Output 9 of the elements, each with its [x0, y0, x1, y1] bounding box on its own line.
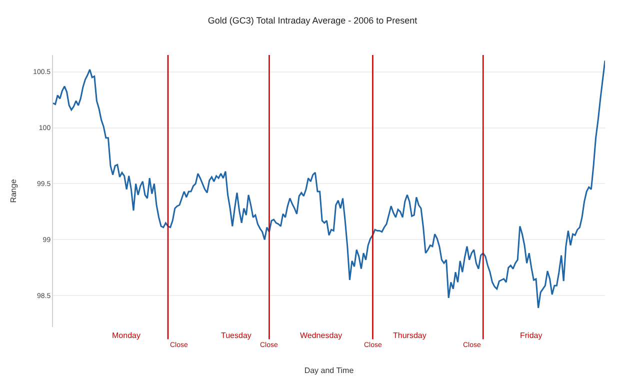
text: Monday — [112, 331, 140, 340]
text: Tuesday — [221, 331, 252, 340]
text: Thursday — [393, 331, 426, 340]
chart-title: Gold (GC3) Total Intraday Average - 2006 to Present — [208, 16, 418, 26]
text: Wednesday — [300, 331, 342, 340]
text: Friday — [520, 331, 542, 340]
x-axis-title: Day and Time — [304, 366, 354, 376]
y-axis-title: Range — [8, 178, 18, 203]
line-series — [53, 60, 605, 309]
